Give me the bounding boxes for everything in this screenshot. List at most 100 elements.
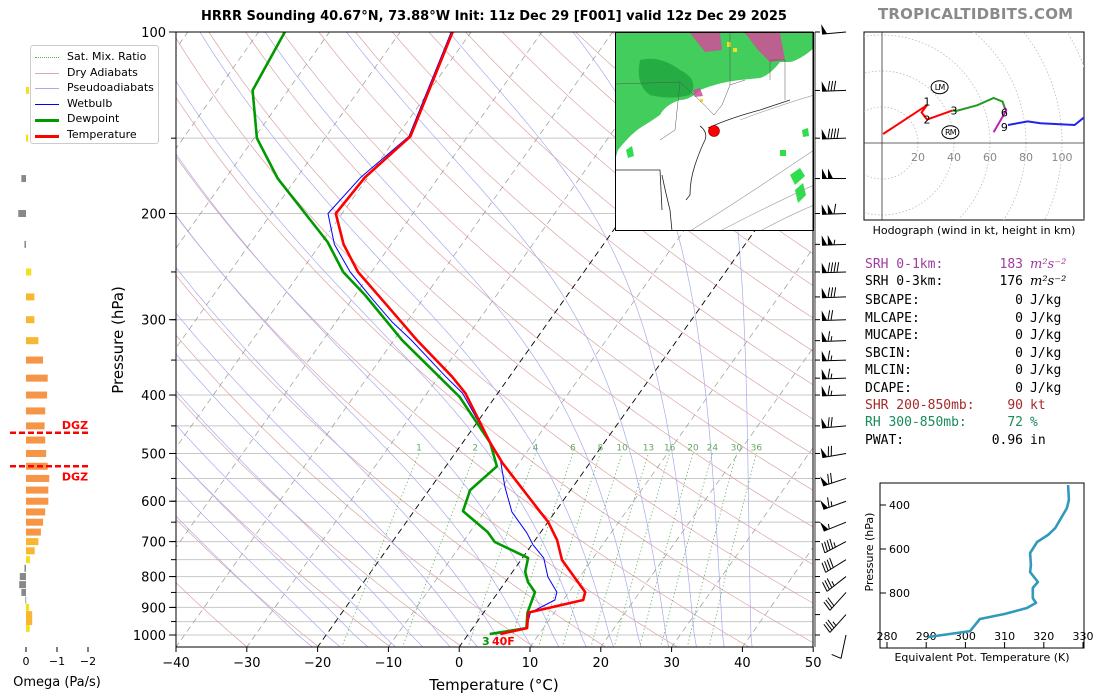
pseudoadiabat <box>176 353 451 647</box>
dry-adiabat <box>176 518 320 647</box>
barb-staff <box>821 394 847 397</box>
stat-label: SBCIN: <box>865 346 912 361</box>
barb-full <box>830 417 833 428</box>
omega-bar <box>26 86 30 94</box>
skewt-profiles <box>251 32 587 636</box>
x-tick-label: 50 <box>805 656 822 671</box>
wind-barb <box>815 497 847 510</box>
barb-half <box>830 390 833 396</box>
y-tick-label: 800 <box>141 571 166 586</box>
hodograph-ring-label: 40 <box>947 151 961 164</box>
barb-full <box>827 128 831 139</box>
omega-bar <box>25 596 27 604</box>
barb-full <box>823 623 831 633</box>
omega-bar <box>26 422 45 430</box>
barb-full <box>827 619 835 629</box>
legend-swatch <box>35 57 59 58</box>
hodograph-height-label: 3 <box>951 105 958 118</box>
omega-bar <box>26 556 31 564</box>
barb-staff <box>829 592 847 611</box>
isotherm <box>176 32 613 647</box>
omega-bar <box>26 474 50 482</box>
skewt-background-lines: 1 2 4 6 8 10 13 16 20 24 30 36 <box>176 32 813 647</box>
barb-half <box>827 523 830 530</box>
mixing-ratio-label: 1 <box>416 443 422 453</box>
wind-barb <box>815 576 847 592</box>
barb-full <box>824 541 828 552</box>
stat-value: 0.96 <box>991 433 1023 448</box>
stat-unit: J/kg <box>1030 381 1062 396</box>
omega-bar <box>26 508 46 516</box>
mixing-ratio-label: 8 <box>597 443 603 453</box>
stat-unit: kt <box>1030 398 1046 413</box>
omega-bar <box>24 240 26 248</box>
barb-flag <box>820 521 829 532</box>
stat-row: SBCIN: 0 J/kg <box>865 346 1095 363</box>
pseudoadiabat <box>176 214 533 647</box>
omega-bar <box>26 462 48 470</box>
barb-full <box>825 621 833 631</box>
x-tick-label: −40 <box>162 656 189 671</box>
mixing-ratio-line <box>639 453 694 647</box>
stat-row: PWAT: 0.96 in <box>865 433 1095 450</box>
wind-barb <box>815 368 847 380</box>
barb-flag <box>821 81 828 92</box>
omega-bar <box>21 588 26 596</box>
barb-full <box>826 559 832 570</box>
dry-adiabat <box>176 582 248 647</box>
dgz-label: DGZ <box>62 470 88 483</box>
hodograph-ring-label: 80 <box>1019 151 1033 164</box>
barb-half <box>830 501 833 507</box>
y-tick-label: 300 <box>141 314 166 329</box>
barb-flag <box>827 204 834 215</box>
mixing-ratio-line <box>402 453 476 647</box>
barb-full <box>823 601 831 611</box>
stat-value: 0 <box>1015 346 1023 361</box>
omega-bar <box>24 564 26 572</box>
dry-adiabat <box>176 37 813 604</box>
hodograph-frame <box>863 31 1085 221</box>
barb-flag <box>827 235 834 245</box>
pseudoadiabat <box>176 266 506 647</box>
barb-staff <box>821 359 847 362</box>
dewpoint-profile-line <box>251 32 537 636</box>
pseudoadiabat <box>693 32 753 647</box>
y-tick-label: 700 <box>141 536 166 551</box>
wind-barb <box>815 521 847 532</box>
omega-bar <box>26 391 48 399</box>
barb-half <box>830 373 833 379</box>
barb-full <box>827 287 831 298</box>
omega-bar <box>26 337 39 345</box>
barb-full <box>833 80 837 91</box>
barb-full <box>827 262 831 273</box>
surface-dewpoint-label: 3 <box>482 635 490 648</box>
wind-barb <box>815 168 846 180</box>
barb-full <box>829 557 834 568</box>
barb-staff <box>825 559 847 573</box>
barb-full <box>830 310 834 321</box>
radar-map-inset <box>615 32 814 231</box>
mixing-ratio-line <box>341 453 420 647</box>
omega-bar <box>26 374 48 382</box>
stat-label: DCAPE: <box>865 381 912 396</box>
y-tick-label: 400 <box>141 389 166 404</box>
pseudoadiabat <box>572 32 725 647</box>
surface-temperature-label: 40F <box>492 635 515 648</box>
y-axis-label: Pressure (hPa) <box>109 286 127 394</box>
theta-e-x-tick-label: 330 <box>1073 630 1094 643</box>
dry-adiabat <box>501 32 813 286</box>
storm-motion-marker <box>941 125 960 140</box>
stat-label: SBCAPE: <box>865 293 920 308</box>
barb-full <box>827 350 831 361</box>
map-pressure-contours <box>689 94 814 231</box>
wind-barb <box>815 24 847 35</box>
map-radar-yellow <box>700 42 737 102</box>
dry-adiabat <box>245 32 813 528</box>
x-tick-label: 10 <box>522 656 539 671</box>
stat-value: 0 <box>1015 293 1023 308</box>
dry-adiabat <box>318 32 813 455</box>
stat-unit: J/kg <box>1030 328 1062 343</box>
hodograph-caption: Hodograph (wind in kt, height in km) <box>873 224 1076 237</box>
